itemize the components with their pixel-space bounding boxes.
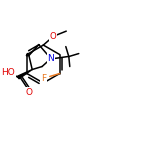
Text: O: O — [50, 32, 57, 41]
Text: O: O — [26, 88, 33, 97]
Text: HO: HO — [1, 68, 15, 77]
Polygon shape — [17, 69, 32, 79]
Text: N: N — [47, 54, 54, 63]
Text: F: F — [41, 74, 46, 83]
Text: F: F — [41, 74, 46, 83]
Polygon shape — [26, 53, 29, 56]
Text: O: O — [50, 32, 57, 41]
Text: HO: HO — [1, 68, 15, 77]
Text: O: O — [26, 88, 33, 97]
Text: N: N — [47, 54, 54, 63]
